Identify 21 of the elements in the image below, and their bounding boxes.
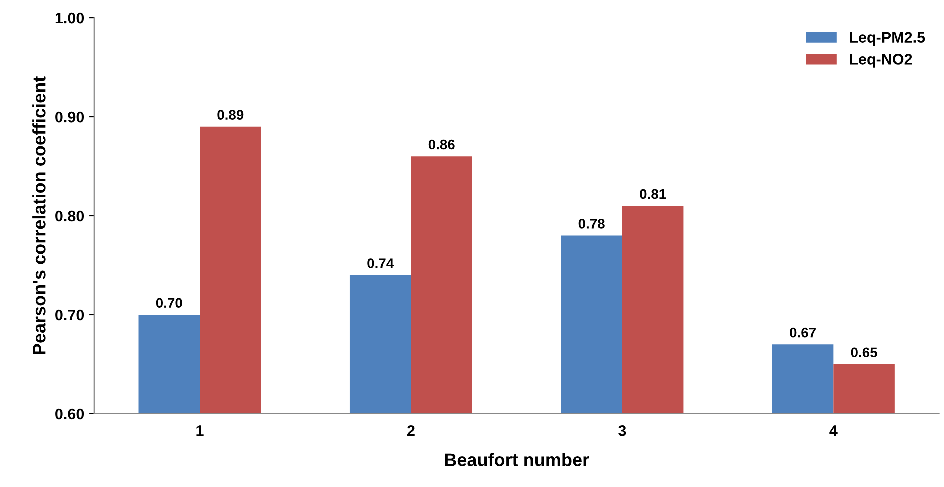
y-tick-label: 0.70 bbox=[56, 310, 84, 321]
x-tick-label: 4 bbox=[830, 426, 838, 436]
data-label: 0.65 bbox=[851, 348, 878, 358]
y-tick-label: 0.80 bbox=[56, 210, 84, 222]
legend-label: Leq-NO2 bbox=[850, 54, 912, 68]
y-axis-title: Pearson's correlation coefficient bbox=[32, 76, 46, 354]
data-label: 0.86 bbox=[428, 140, 455, 150]
data-label: 0.89 bbox=[218, 110, 244, 120]
x-axis-title: Beaufort number bbox=[445, 453, 590, 466]
legend-label: Leq-PM2.5 bbox=[850, 32, 926, 46]
y-tick-label: 0.90 bbox=[56, 112, 84, 123]
x-tick-label: 3 bbox=[618, 425, 626, 436]
x-tick-label: 2 bbox=[408, 425, 415, 436]
y-tick-label: 0.60 bbox=[56, 408, 84, 420]
data-label: 0.70 bbox=[156, 298, 182, 308]
data-label: 0.78 bbox=[578, 219, 605, 229]
data-label: 0.74 bbox=[368, 258, 394, 268]
data-label: 0.67 bbox=[790, 328, 816, 338]
y-tick-label: 1.00 bbox=[56, 12, 84, 24]
data-label: 0.81 bbox=[640, 189, 666, 200]
x-tick-label: 1 bbox=[196, 426, 204, 436]
